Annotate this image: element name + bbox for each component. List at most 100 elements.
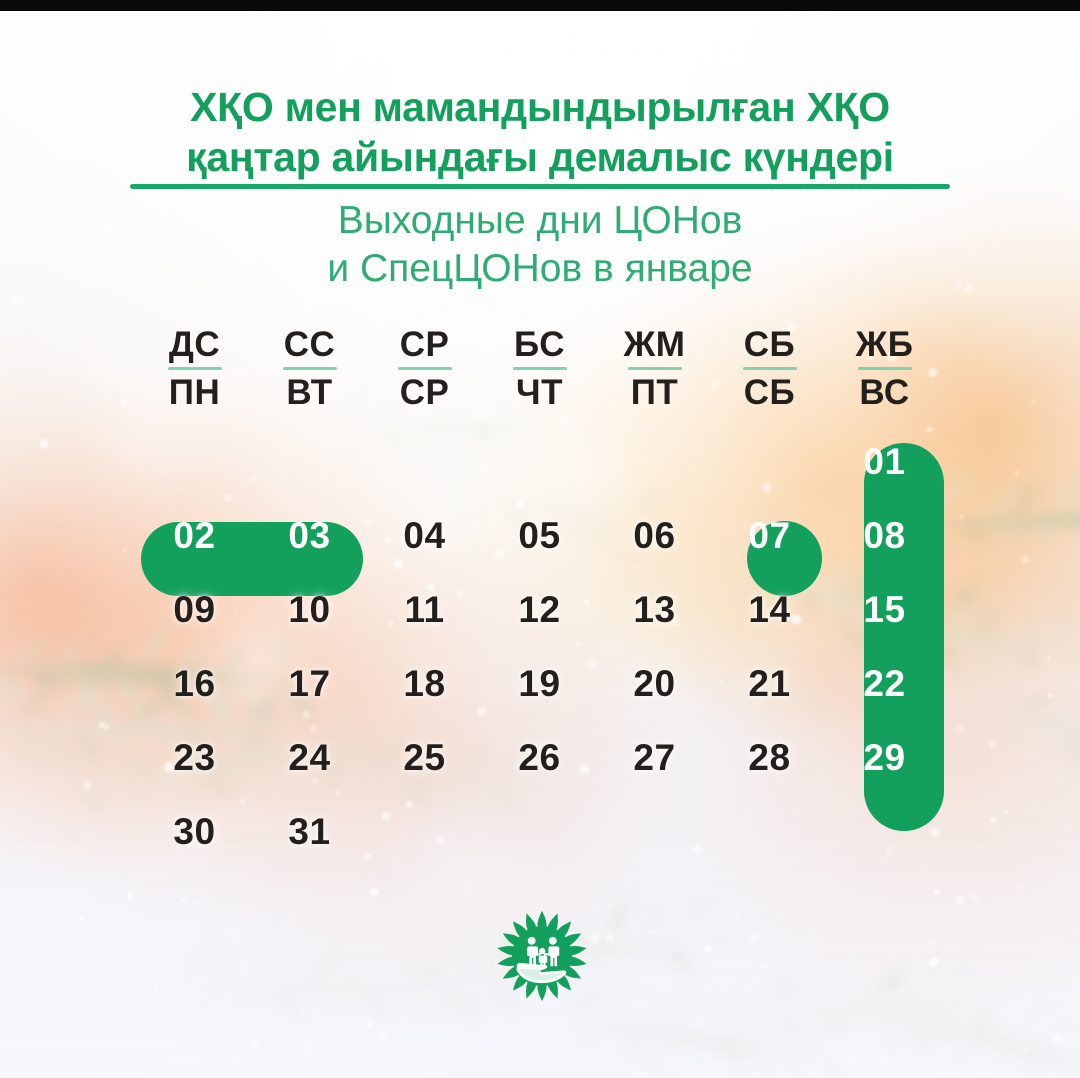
calendar-day-06[interactable]: 06 bbox=[597, 499, 712, 573]
weekday-label-kazakh: СБ bbox=[743, 325, 796, 364]
weekday-label-kazakh: СС bbox=[283, 325, 336, 364]
day-number: 20 bbox=[633, 663, 676, 704]
weekday-label-kazakh: БС bbox=[514, 325, 565, 364]
weekday-header-divider bbox=[627, 367, 682, 370]
weekday-header-divider bbox=[512, 367, 567, 370]
weekday-label-russian: ЧТ bbox=[516, 373, 563, 412]
calendar-day-09[interactable]: 09 bbox=[137, 573, 252, 647]
weekday-header-ср: СР СР bbox=[367, 325, 482, 425]
calendar-day-empty bbox=[482, 425, 597, 499]
day-number: 29 bbox=[863, 737, 906, 778]
calendar-day-19[interactable]: 19 bbox=[482, 647, 597, 721]
day-number: 01 bbox=[863, 441, 906, 482]
day-number: 04 bbox=[403, 515, 446, 556]
government-for-citizens-sun-family-logo bbox=[483, 897, 601, 1015]
calendar-day-29[interactable]: 29 bbox=[827, 721, 942, 795]
day-number: 16 bbox=[173, 663, 216, 704]
calendar-day-16[interactable]: 16 bbox=[137, 647, 252, 721]
calendar-week-row: 09 10 11 12 13 14 15 bbox=[137, 573, 943, 647]
calendar-day-empty bbox=[712, 795, 827, 869]
calendar-day-23[interactable]: 23 bbox=[137, 721, 252, 795]
calendar-day-31[interactable]: 31 bbox=[252, 795, 367, 869]
calendar-week-row: 02 03 04 05 06 07 08 bbox=[137, 499, 943, 573]
calendar-week-row: 30 31 bbox=[137, 795, 943, 869]
calendar-day-10[interactable]: 10 bbox=[252, 573, 367, 647]
day-number: 14 bbox=[748, 589, 791, 630]
day-number: 08 bbox=[863, 515, 906, 556]
day-number: 23 bbox=[173, 737, 216, 778]
day-number: 31 bbox=[288, 811, 331, 852]
calendar-day-08[interactable]: 08 bbox=[827, 499, 942, 573]
day-number: 17 bbox=[288, 663, 331, 704]
calendar-day-26[interactable]: 26 bbox=[482, 721, 597, 795]
day-number: 07 bbox=[748, 515, 791, 556]
calendar-day-empty bbox=[597, 425, 712, 499]
weekday-header-divider bbox=[282, 367, 337, 370]
weekday-header-пт: ЖМ ПТ bbox=[597, 325, 712, 425]
calendar-day-empty bbox=[367, 425, 482, 499]
weekday-label-kazakh: СР bbox=[399, 325, 450, 364]
day-number: 19 bbox=[518, 663, 561, 704]
calendar-day-empty bbox=[712, 425, 827, 499]
weekday-label-russian: СР bbox=[399, 373, 450, 412]
calendar-day-15[interactable]: 15 bbox=[827, 573, 942, 647]
weekday-label-russian: СБ bbox=[743, 373, 796, 412]
calendar-day-empty bbox=[482, 795, 597, 869]
weekday-header-вс: ЖБ ВС bbox=[827, 325, 942, 425]
calendar-day-03[interactable]: 03 bbox=[252, 499, 367, 573]
calendar-day-01[interactable]: 01 bbox=[827, 425, 942, 499]
weekday-header-divider bbox=[167, 367, 222, 370]
calendar-day-22[interactable]: 22 bbox=[827, 647, 942, 721]
weekday-header-пн: ДС ПН bbox=[137, 325, 252, 425]
calendar-day-21[interactable]: 21 bbox=[712, 647, 827, 721]
title-divider bbox=[130, 184, 950, 189]
day-number: 13 bbox=[633, 589, 676, 630]
day-number: 27 bbox=[633, 737, 676, 778]
calendar-day-12[interactable]: 12 bbox=[482, 573, 597, 647]
calendar-day-20[interactable]: 20 bbox=[597, 647, 712, 721]
calendar-day-30[interactable]: 30 bbox=[137, 795, 252, 869]
calendar-day-empty bbox=[597, 795, 712, 869]
day-number: 11 bbox=[404, 589, 445, 630]
calendar-day-17[interactable]: 17 bbox=[252, 647, 367, 721]
calendar-day-18[interactable]: 18 bbox=[367, 647, 482, 721]
calendar-day-02[interactable]: 02 bbox=[137, 499, 252, 573]
day-number: 22 bbox=[863, 663, 906, 704]
top-letterbox-bar bbox=[0, 0, 1080, 11]
day-number: 24 bbox=[288, 737, 331, 778]
calendar-week-row: 23 24 25 26 27 28 29 bbox=[137, 721, 943, 795]
weekday-label-kazakh: ДС bbox=[168, 325, 221, 364]
calendar-day-07[interactable]: 07 bbox=[712, 499, 827, 573]
calendar-day-05[interactable]: 05 bbox=[482, 499, 597, 573]
day-number: 10 bbox=[288, 589, 331, 630]
calendar-grid: ДС ПН СС ВТ СР СР БС ЧТ ЖМ ПТ СБ СБ ЖБ ВС 01 02 03 04 05 06… bbox=[137, 325, 943, 869]
calendar-day-27[interactable]: 27 bbox=[597, 721, 712, 795]
weekday-label-kazakh: ЖБ bbox=[855, 325, 914, 364]
calendar-day-24[interactable]: 24 bbox=[252, 721, 367, 795]
weekday-header-сб: СБ СБ bbox=[712, 325, 827, 425]
page-title-kazakh: ХҚО мен мамандындырылған ХҚО қаңтар айын… bbox=[186, 84, 894, 180]
calendar-day-13[interactable]: 13 bbox=[597, 573, 712, 647]
day-number: 09 bbox=[173, 589, 216, 630]
calendar-day-empty bbox=[137, 425, 252, 499]
calendar-day-28[interactable]: 28 bbox=[712, 721, 827, 795]
calendar-day-04[interactable]: 04 bbox=[367, 499, 482, 573]
day-number: 06 bbox=[633, 515, 676, 556]
calendar-day-11[interactable]: 11 bbox=[367, 573, 482, 647]
calendar-header-row: ДС ПН СС ВТ СР СР БС ЧТ ЖМ ПТ СБ СБ ЖБ ВС bbox=[137, 325, 943, 425]
weekday-label-russian: ВС bbox=[859, 373, 910, 412]
day-number: 18 bbox=[403, 663, 446, 704]
calendar-day-empty bbox=[367, 795, 482, 869]
weekday-label-kazakh: ЖМ bbox=[623, 325, 686, 364]
highlight-circle-07 bbox=[747, 521, 822, 596]
day-number: 28 bbox=[748, 737, 791, 778]
weekday-header-divider bbox=[742, 367, 797, 370]
day-number: 05 bbox=[518, 515, 561, 556]
day-number: 12 bbox=[518, 589, 561, 630]
calendar-day-25[interactable]: 25 bbox=[367, 721, 482, 795]
weekday-header-чт: БС ЧТ bbox=[482, 325, 597, 425]
calendar-day-14[interactable]: 14 bbox=[712, 573, 827, 647]
day-number: 15 bbox=[863, 589, 906, 630]
